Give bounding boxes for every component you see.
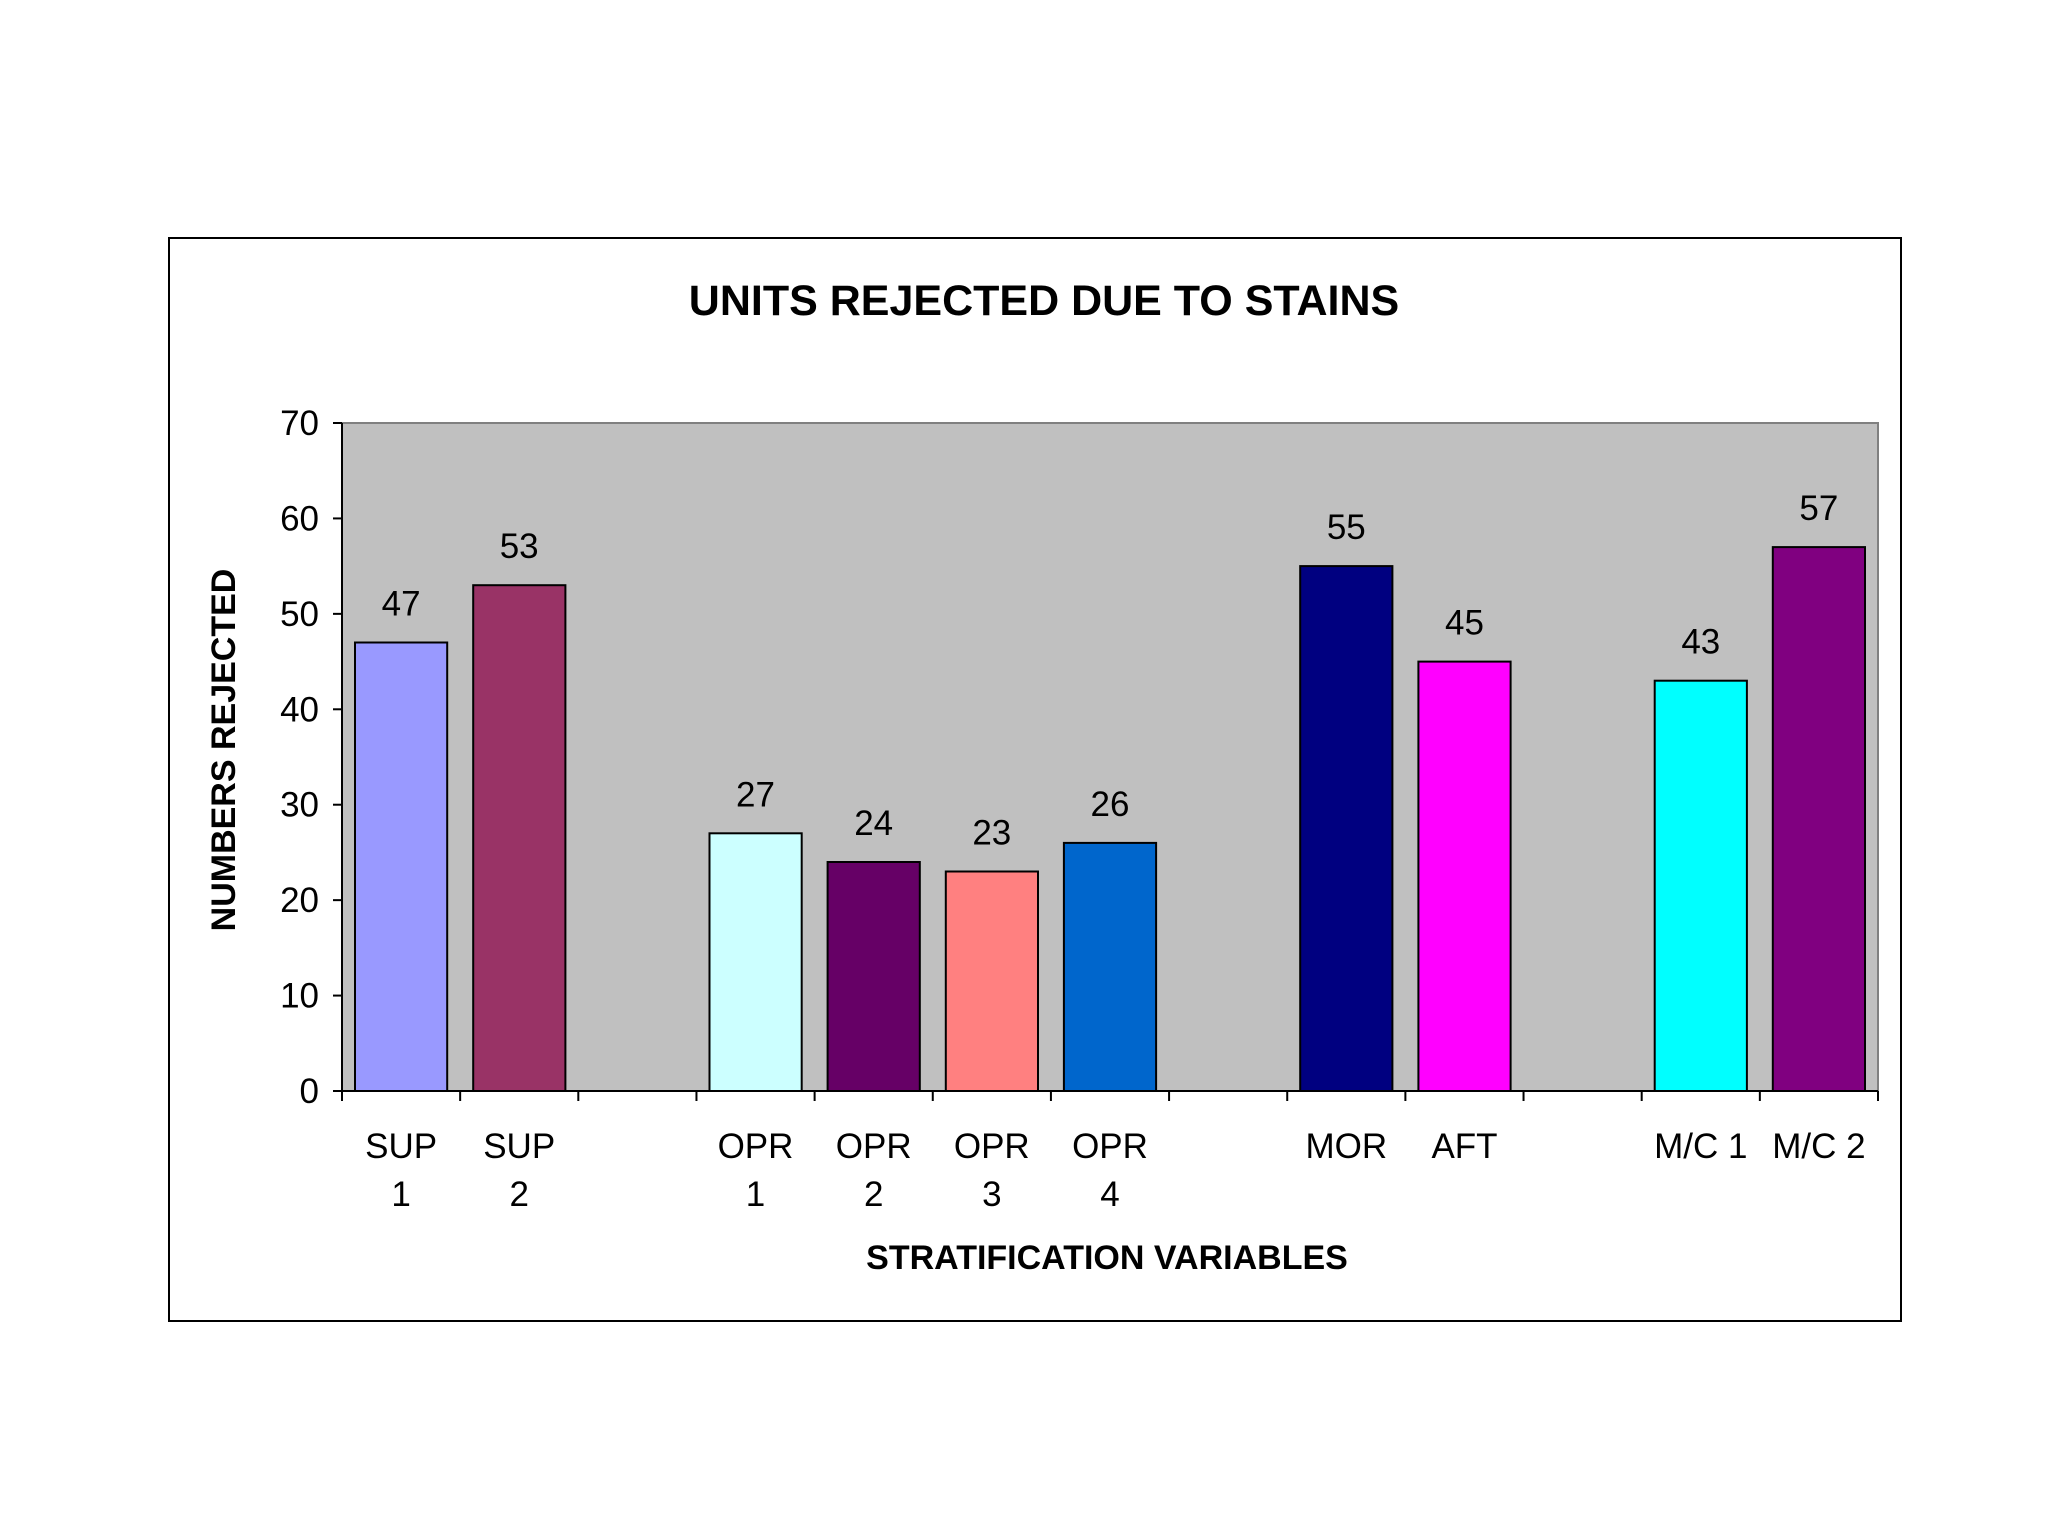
data-label: 45 xyxy=(1445,604,1484,643)
x-axis-title: STRATIFICATION VARIABLES xyxy=(866,1239,1348,1277)
x-tick-label: M/C 2 xyxy=(1772,1127,1865,1166)
x-tick-label: AFT xyxy=(1431,1127,1497,1166)
bar xyxy=(708,832,803,1092)
data-label: 24 xyxy=(854,804,893,843)
bars-layer xyxy=(354,546,1867,1093)
data-label: 43 xyxy=(1681,623,1720,662)
x-tick-label: M/C 1 xyxy=(1654,1127,1747,1166)
y-tick-label: 30 xyxy=(280,786,319,825)
bar xyxy=(1653,679,1748,1092)
x-tick-label: OPR 1 xyxy=(718,1127,794,1214)
y-tick-label: 40 xyxy=(280,690,319,729)
y-tick-label: 50 xyxy=(280,595,319,634)
data-label: 23 xyxy=(972,814,1011,853)
data-label: 27 xyxy=(736,775,775,814)
chart-frame: UNITS REJECTED DUE TO STAINS 47 53 27 24 23 2… xyxy=(168,237,1902,1322)
y-axis-title: NUMBERS REJECTED xyxy=(205,569,243,932)
bar xyxy=(1417,660,1512,1092)
bar xyxy=(472,584,567,1092)
x-tick-label: SUP 2 xyxy=(483,1127,555,1214)
y-tick-label: 60 xyxy=(280,499,319,538)
bar-chart: UNITS REJECTED DUE TO STAINS 47 53 27 24 23 2… xyxy=(205,277,1879,1277)
y-tick-label: 10 xyxy=(280,977,319,1016)
y-tick-label: 20 xyxy=(280,881,319,920)
x-tick-label: SUP 1 xyxy=(365,1127,437,1214)
data-label: 26 xyxy=(1091,785,1130,824)
bar xyxy=(1062,841,1158,1093)
bar xyxy=(826,861,921,1092)
chart-title: UNITS REJECTED DUE TO STAINS xyxy=(689,277,1399,325)
x-tick-label: OPR 3 xyxy=(954,1127,1030,1214)
bar xyxy=(1299,565,1394,1093)
x-tick-label: OPR 2 xyxy=(836,1127,912,1214)
bar xyxy=(1771,546,1867,1093)
x-tick-label: OPR 4 xyxy=(1072,1127,1148,1214)
data-label: 53 xyxy=(500,527,539,566)
bar xyxy=(354,641,449,1092)
x-tick-label: MOR xyxy=(1305,1127,1387,1166)
y-tick-label: 70 xyxy=(280,404,319,443)
y-tick-label: 0 xyxy=(300,1072,319,1111)
data-label: 47 xyxy=(382,585,421,624)
axes-layer xyxy=(333,422,1879,1101)
labels-layer: 47 53 27 24 23 26 55 45 43 57 0 10 20 30 40 50 60 70 SUP 1 S… xyxy=(280,404,1866,1214)
data-label: 57 xyxy=(1799,489,1838,528)
data-label: 55 xyxy=(1327,508,1366,547)
bar xyxy=(944,870,1039,1092)
